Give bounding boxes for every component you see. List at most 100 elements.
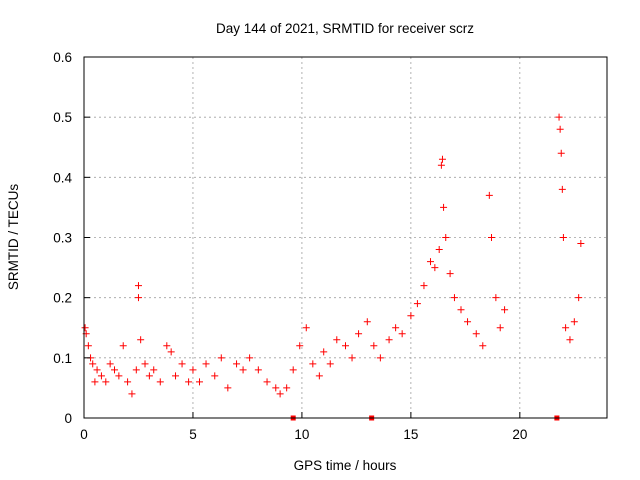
data-point	[128, 390, 136, 398]
data-point	[150, 366, 158, 374]
data-point	[289, 366, 297, 374]
y-tick-label: 0.6	[53, 50, 72, 65]
data-point	[479, 342, 487, 350]
data-point	[431, 264, 439, 272]
data-point	[438, 155, 446, 163]
data-point	[413, 300, 421, 308]
data-point	[442, 234, 450, 241]
y-tick-label: 0.4	[53, 170, 72, 185]
data-point	[185, 378, 193, 386]
data-point	[485, 191, 493, 199]
data-point	[464, 318, 472, 326]
y-tick-label: 0	[64, 411, 72, 426]
data-point	[93, 366, 101, 374]
y-tick-label: 0.1	[53, 351, 72, 366]
data-point	[558, 185, 566, 193]
data-point	[556, 125, 564, 133]
data-point	[333, 336, 341, 344]
data-point	[302, 324, 310, 332]
data-point	[370, 342, 378, 350]
data-point	[163, 342, 171, 350]
data-point	[420, 282, 428, 290]
data-point	[233, 360, 241, 368]
data-point	[102, 378, 110, 386]
data-point	[239, 366, 247, 374]
data-point	[84, 342, 92, 350]
data-point	[315, 372, 323, 380]
data-point	[570, 318, 578, 326]
data-point	[246, 354, 254, 362]
data-point	[119, 342, 127, 350]
data-point	[440, 203, 448, 211]
data-point	[501, 306, 509, 314]
data-point	[106, 360, 114, 368]
data-point	[426, 258, 434, 266]
data-point	[272, 384, 280, 392]
x-axis-label: GPS time / hours	[294, 458, 397, 473]
axis-ticks: 0 5 10 15 20 0 0.1 0.2 0.3 0.4 0.5 0.6	[53, 50, 527, 442]
data-point	[145, 372, 153, 380]
x-tick-label: 0	[80, 427, 88, 442]
y-tick-label: 0.2	[53, 291, 72, 306]
data-point	[437, 161, 445, 169]
data-point	[385, 336, 393, 344]
data-point	[435, 246, 443, 254]
data-point	[263, 378, 271, 386]
data-point	[124, 378, 132, 386]
data-point	[217, 354, 225, 362]
data-point	[355, 330, 363, 338]
data-point	[326, 360, 334, 368]
data-points	[81, 113, 585, 398]
data-point	[224, 384, 232, 392]
data-point	[137, 336, 145, 344]
data-point	[457, 306, 465, 314]
data-point	[283, 384, 291, 392]
data-point	[195, 378, 203, 386]
data-point	[446, 270, 454, 278]
data-point	[320, 348, 328, 356]
data-point	[89, 360, 97, 368]
x-tick-label: 10	[294, 427, 309, 442]
chart-title: Day 144 of 2021, SRMTID for receiver scr…	[216, 21, 474, 36]
data-point	[577, 240, 585, 248]
data-point	[296, 342, 304, 350]
data-point	[555, 113, 563, 121]
data-point	[363, 318, 371, 326]
x-tick-label: 20	[512, 427, 527, 442]
data-point	[575, 294, 583, 302]
grid	[84, 57, 607, 418]
data-point	[167, 348, 175, 356]
data-point	[178, 360, 186, 368]
data-point	[111, 366, 119, 374]
data-point	[141, 360, 149, 368]
data-point	[450, 294, 458, 302]
y-tick-label: 0.5	[53, 110, 72, 125]
data-point	[559, 234, 567, 241]
data-point	[115, 372, 123, 380]
x-tick-label: 5	[189, 427, 197, 442]
data-point	[254, 366, 262, 374]
data-point	[134, 294, 142, 302]
data-point	[202, 360, 210, 368]
x-tick-label: 15	[403, 427, 418, 442]
data-point	[91, 378, 99, 386]
data-point	[566, 336, 574, 344]
data-point	[376, 354, 384, 362]
data-point	[472, 330, 480, 338]
data-point	[172, 372, 180, 380]
data-point	[348, 354, 356, 362]
data-point	[156, 378, 164, 386]
data-point	[492, 294, 500, 302]
data-point	[309, 360, 317, 368]
data-point	[132, 366, 140, 374]
y-axis-label: SRMTID / TECUs	[6, 184, 21, 291]
data-point	[562, 324, 570, 332]
data-point	[211, 372, 219, 380]
data-point	[488, 234, 496, 241]
data-point	[81, 324, 89, 332]
data-point	[97, 372, 105, 380]
data-point	[407, 312, 415, 320]
data-point	[134, 282, 142, 290]
data-point	[496, 324, 504, 332]
